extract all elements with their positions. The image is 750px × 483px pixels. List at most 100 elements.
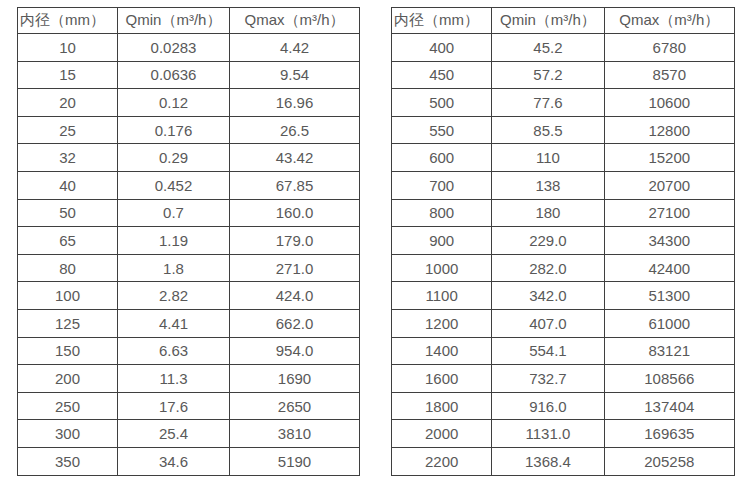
table-cell: 350 (18, 447, 118, 475)
table-cell: 200 (18, 365, 118, 393)
table-row: 801.8271.0 (18, 254, 360, 282)
table-cell: 450 (392, 61, 492, 89)
table-row: 500.7160.0 (18, 199, 360, 227)
table-row: 200.1216.96 (18, 89, 360, 117)
table-cell: 45.2 (492, 34, 604, 62)
table-cell: 27100 (604, 199, 734, 227)
table-cell: 407.0 (492, 309, 604, 337)
table-cell: 800 (392, 199, 492, 227)
table-cell: 20700 (604, 171, 734, 199)
table-cell: 1600 (392, 365, 492, 393)
table-cell: 160.0 (230, 199, 360, 227)
column-header-diameter: 内径（mm） (18, 8, 118, 34)
table-row: 900229.034300 (392, 227, 735, 255)
table-row: 150.06369.54 (18, 61, 360, 89)
table-cell: 954.0 (230, 337, 360, 365)
table-row: 1800916.0137404 (392, 392, 735, 420)
table-cell: 1.8 (118, 254, 230, 282)
flow-rate-table-small-diameters: 内径（mm）Qmin（m³/h）Qmax（m³/h） 100.02834.421… (17, 7, 360, 476)
table-row: 25017.62650 (18, 392, 360, 420)
table-row: 35034.65190 (18, 447, 360, 475)
table-cell: 8570 (604, 61, 734, 89)
table-cell: 0.0636 (118, 61, 230, 89)
table-cell: 282.0 (492, 254, 604, 282)
table-row: 1254.41662.0 (18, 309, 360, 337)
table-cell: 1800 (392, 392, 492, 420)
table-cell: 2000 (392, 420, 492, 448)
table-cell: 6780 (604, 34, 734, 62)
table-cell: 1400 (392, 337, 492, 365)
table-cell: 662.0 (230, 309, 360, 337)
table-cell: 1.19 (118, 227, 230, 255)
table-cell: 1100 (392, 282, 492, 310)
table-cell: 2650 (230, 392, 360, 420)
table-row: 45057.28570 (392, 61, 735, 89)
table-cell: 26.5 (230, 116, 360, 144)
table-cell: 0.29 (118, 144, 230, 172)
table-cell: 137404 (604, 392, 734, 420)
table-cell: 138 (492, 171, 604, 199)
table-cell: 15200 (604, 144, 734, 172)
column-header-qmax: Qmax（m³/h） (230, 8, 360, 34)
table-cell: 554.1 (492, 337, 604, 365)
table-cell: 1200 (392, 309, 492, 337)
table-cell: 100 (18, 282, 118, 310)
table-row: 1600732.7108566 (392, 365, 735, 393)
table-cell: 0.0283 (118, 34, 230, 62)
table-row: 50077.610600 (392, 89, 735, 117)
table-cell: 11.3 (118, 365, 230, 393)
table-cell: 20 (18, 89, 118, 117)
table-row: 70013820700 (392, 171, 735, 199)
table-cell: 424.0 (230, 282, 360, 310)
table-cell: 179.0 (230, 227, 360, 255)
table-cell: 150 (18, 337, 118, 365)
table-cell: 600 (392, 144, 492, 172)
column-header-qmin: Qmin（m³/h） (118, 8, 230, 34)
table-cell: 1000 (392, 254, 492, 282)
header-row: 内径（mm）Qmin（m³/h）Qmax（m³/h） (392, 8, 735, 34)
table-cell: 15 (18, 61, 118, 89)
table-cell: 57.2 (492, 61, 604, 89)
table-cell: 732.7 (492, 365, 604, 393)
table-cell: 550 (392, 116, 492, 144)
table-cell: 125 (18, 309, 118, 337)
table-cell: 43.42 (230, 144, 360, 172)
table-cell: 32 (18, 144, 118, 172)
table-row: 40045.26780 (392, 34, 735, 62)
flow-rate-table-large-diameters: 内径（mm）Qmin（m³/h）Qmax（m³/h） 40045.2678045… (391, 7, 735, 476)
table-cell: 1368.4 (492, 447, 604, 475)
column-header-diameter: 内径（mm） (392, 8, 492, 34)
table-cell: 40 (18, 171, 118, 199)
table-cell: 83121 (604, 337, 734, 365)
table-cell: 229.0 (492, 227, 604, 255)
table-row: 1000282.042400 (392, 254, 735, 282)
table-cell: 205258 (604, 447, 734, 475)
table-cell: 0.7 (118, 199, 230, 227)
table-cell: 108566 (604, 365, 734, 393)
table-cell: 0.452 (118, 171, 230, 199)
table-row: 1100342.051300 (392, 282, 735, 310)
table-cell: 34.6 (118, 447, 230, 475)
table-row: 400.45267.85 (18, 171, 360, 199)
table-row: 80018027100 (392, 199, 735, 227)
table-cell: 25.4 (118, 420, 230, 448)
table-cell: 2200 (392, 447, 492, 475)
table-row: 250.17626.5 (18, 116, 360, 144)
table-cell: 900 (392, 227, 492, 255)
table-row: 1200407.061000 (392, 309, 735, 337)
table-cell: 169635 (604, 420, 734, 448)
table-cell: 80 (18, 254, 118, 282)
table-cell: 3810 (230, 420, 360, 448)
table-cell: 42400 (604, 254, 734, 282)
table-cell: 2.82 (118, 282, 230, 310)
table-cell: 400 (392, 34, 492, 62)
table-cell: 67.85 (230, 171, 360, 199)
table-cell: 4.42 (230, 34, 360, 62)
table-row: 20011.31690 (18, 365, 360, 393)
table-cell: 10600 (604, 89, 734, 117)
table-cell: 110 (492, 144, 604, 172)
table-row: 320.2943.42 (18, 144, 360, 172)
table-row: 1400554.183121 (392, 337, 735, 365)
table-cell: 6.63 (118, 337, 230, 365)
table-cell: 50 (18, 199, 118, 227)
